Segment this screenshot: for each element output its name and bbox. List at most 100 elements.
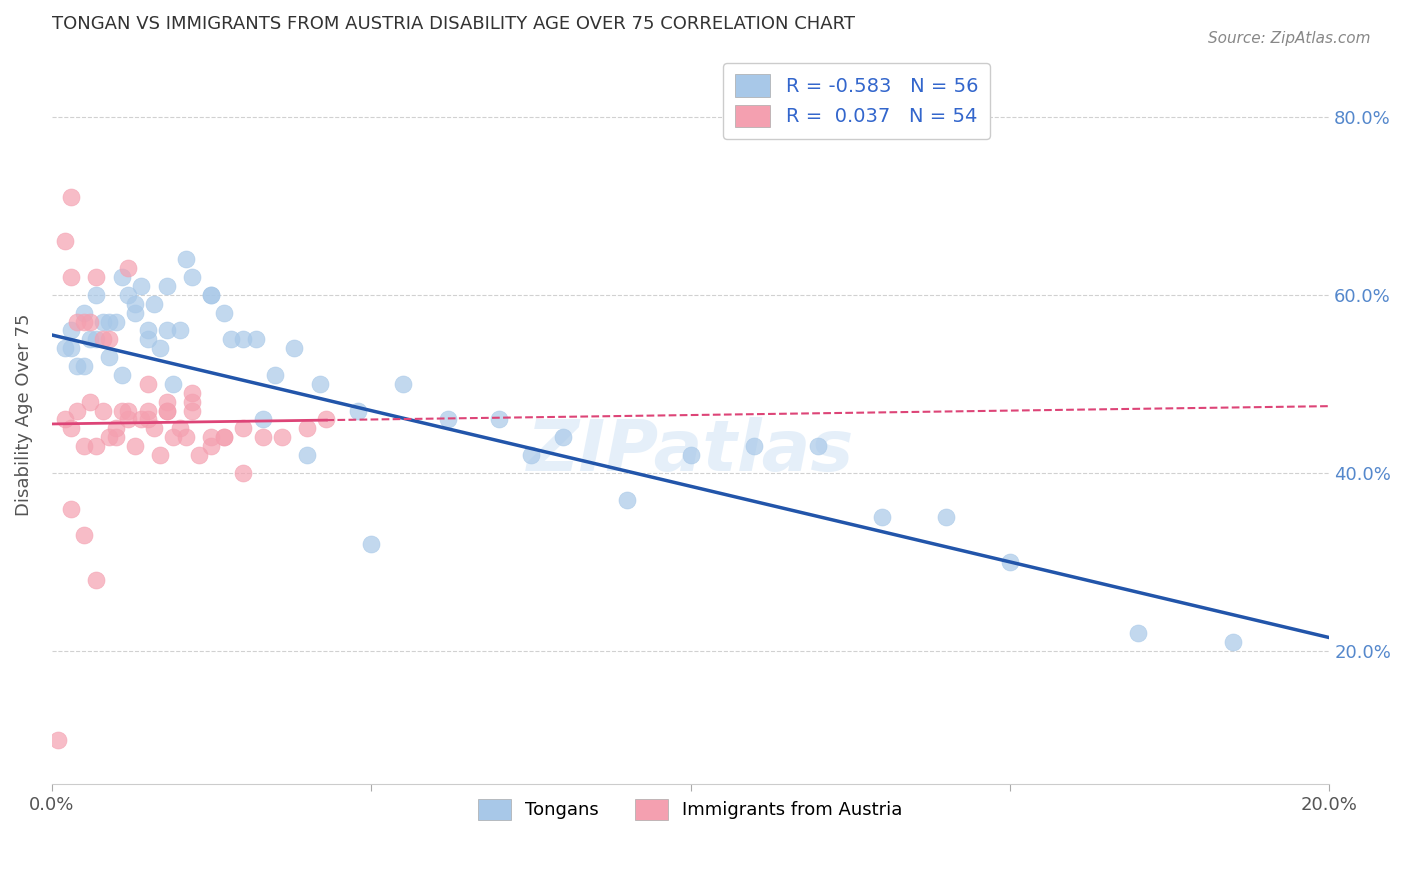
Point [488,412,510,426]
Point [181,394,204,409]
Point [162,376,184,391]
Y-axis label: Disability Age Over 75: Disability Age Over 75 [15,314,32,516]
Point [73,306,96,320]
Point [219,332,242,346]
Point [200,288,222,302]
Point [181,403,204,417]
Point [86,270,108,285]
Point [169,324,191,338]
Point [98,332,121,346]
Point [98,430,121,444]
Point [156,279,179,293]
Point [807,439,830,453]
Point [200,288,222,302]
Point [347,403,370,417]
Point [212,306,235,320]
Point [679,448,702,462]
Point [66,403,89,417]
Point [136,403,159,417]
Point [270,430,292,444]
Point [136,376,159,391]
Point [174,430,197,444]
Point [232,466,254,480]
Point [91,332,114,346]
Point [245,332,267,346]
Point [136,324,159,338]
Point [129,279,152,293]
Point [551,430,574,444]
Point [136,412,159,426]
Point [124,306,146,320]
Point [66,315,89,329]
Point [174,252,197,267]
Point [104,430,127,444]
Text: TONGAN VS IMMIGRANTS FROM AUSTRIA DISABILITY AGE OVER 75 CORRELATION CHART: TONGAN VS IMMIGRANTS FROM AUSTRIA DISABI… [52,15,855,33]
Point [232,332,254,346]
Point [86,573,108,587]
Point [104,315,127,329]
Point [200,439,222,453]
Point [309,376,332,391]
Point [149,448,172,462]
Point [111,270,134,285]
Point [91,403,114,417]
Point [162,430,184,444]
Point [142,421,165,435]
Point [1126,626,1149,640]
Point [98,315,121,329]
Point [200,430,222,444]
Text: Source: ZipAtlas.com: Source: ZipAtlas.com [1208,31,1371,46]
Point [212,430,235,444]
Point [98,350,121,364]
Point [86,439,108,453]
Point [79,332,101,346]
Point [117,261,139,276]
Point [111,403,134,417]
Point [360,537,382,551]
Point [79,394,101,409]
Point [264,368,287,382]
Point [53,412,76,426]
Text: ZIPatlas: ZIPatlas [527,417,855,486]
Point [104,421,127,435]
Point [252,412,274,426]
Point [181,385,204,400]
Point [156,394,179,409]
Point [870,510,893,524]
Point [744,439,766,453]
Point [283,341,305,355]
Point [935,510,957,524]
Point [59,501,82,516]
Point [149,341,172,355]
Point [129,412,152,426]
Point [436,412,458,426]
Point [616,492,638,507]
Point [59,190,82,204]
Point [59,324,82,338]
Point [53,235,76,249]
Point [297,421,319,435]
Point [520,448,543,462]
Legend: Tongans, Immigrants from Austria: Tongans, Immigrants from Austria [471,792,910,827]
Point [156,403,179,417]
Point [117,288,139,302]
Point [232,421,254,435]
Point [124,439,146,453]
Point [252,430,274,444]
Point [111,368,134,382]
Point [136,332,159,346]
Point [124,297,146,311]
Point [73,439,96,453]
Point [86,288,108,302]
Point [59,270,82,285]
Point [117,412,139,426]
Point [187,448,209,462]
Point [1222,635,1244,649]
Point [181,270,204,285]
Point [73,315,96,329]
Point [297,448,319,462]
Point [142,297,165,311]
Point [46,733,69,747]
Point [91,315,114,329]
Point [53,341,76,355]
